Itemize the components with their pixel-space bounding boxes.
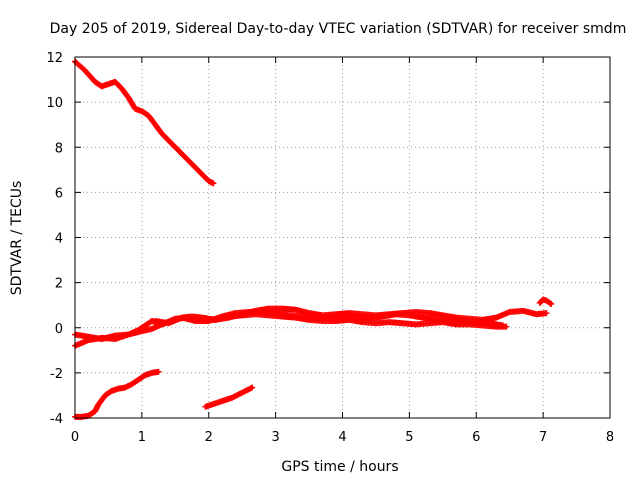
y-tick-label: 6 [55,186,63,201]
y-axis-label: SDTVAR / TECUs [9,181,25,296]
x-tick-label: 1 [138,430,146,445]
data-point [249,384,256,391]
y-tick-label: 4 [55,232,63,247]
y-tick-label: 8 [55,141,63,156]
data-point [155,368,162,375]
plot-frame [74,56,611,419]
data-point [503,323,510,330]
x-tick-label: 6 [472,430,480,445]
y-tick-label: -4 [50,412,63,427]
y-tick-label: 10 [46,96,63,111]
x-tick-label: 2 [205,430,213,445]
y-tick-label: -2 [50,367,63,382]
series-track-a [72,58,217,187]
series-track-b [72,368,162,420]
data-points [72,58,555,420]
y-tick-label: 0 [55,322,63,337]
x-tick-label: 8 [606,430,614,445]
data-point [210,180,217,187]
data-point [500,322,506,329]
x-tick-label: 3 [271,430,279,445]
x-tick-label: 7 [539,430,547,445]
data-point [548,301,555,308]
x-axis-label: GPS time / hours [281,459,398,475]
x-tick-label: 0 [71,430,79,445]
y-tick-label: 2 [55,277,63,292]
chart-title: Day 205 of 2019, Sidereal Day-to-day VTE… [50,21,627,37]
data-point [543,310,550,317]
series-track-f [152,308,506,329]
grid-lines [75,57,610,418]
x-tick-label: 4 [338,430,346,445]
series-track-g [536,296,555,308]
x-tick-label: 5 [405,430,413,445]
y-tick-label: 12 [46,51,63,66]
series-track-c [202,384,256,410]
